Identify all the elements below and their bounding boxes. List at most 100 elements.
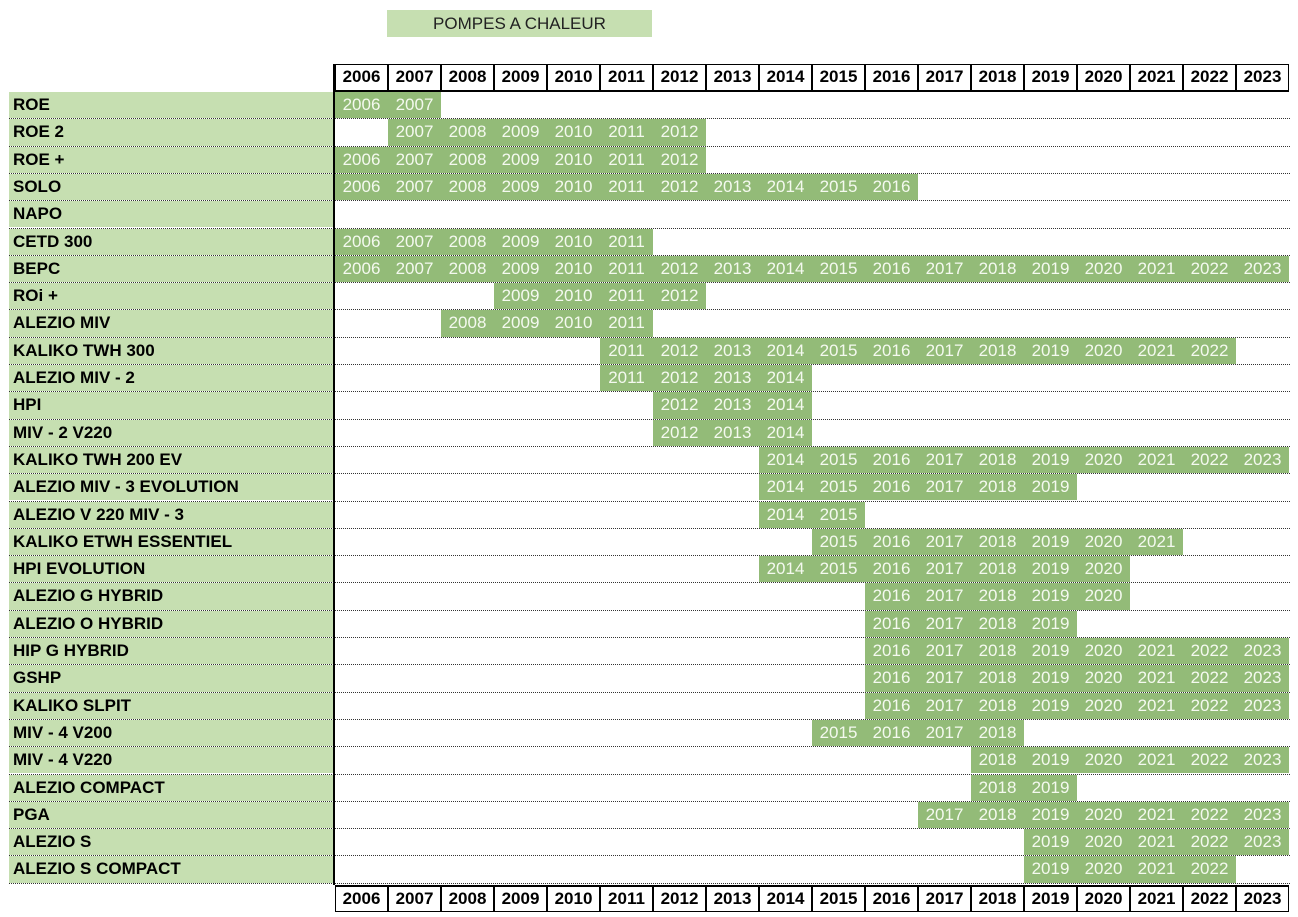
header-year-bottom: 2021: [1130, 884, 1183, 912]
year-cell: 2022: [1183, 801, 1236, 829]
year-cell: 2006: [335, 146, 388, 173]
year-cell: 2018: [971, 638, 1024, 665]
year-cell: 2019: [1024, 474, 1077, 501]
header-year-top: 2008: [441, 64, 494, 92]
header-year-bottom: 2019: [1024, 884, 1077, 912]
header-year-top: 2007: [388, 64, 441, 92]
row-divider: [9, 855, 1290, 857]
row-divider: [9, 828, 1290, 830]
year-cell: 2008: [441, 173, 494, 201]
year-cell: 2011: [600, 365, 653, 392]
year-cell: 2016: [865, 610, 918, 637]
header-year-top: 2023: [1236, 64, 1289, 92]
year-cell: 2014: [759, 419, 812, 446]
year-cell: 2009: [494, 310, 547, 337]
year-cell: 2014: [759, 392, 812, 419]
row-label: MIV - 4 V220: [9, 747, 334, 774]
header-year-bottom: 2014: [759, 884, 812, 912]
year-cell: 2020: [1077, 337, 1130, 364]
row-divider: [9, 172, 1290, 174]
year-cell: 2023: [1236, 747, 1289, 774]
year-cell: 2010: [547, 146, 600, 173]
year-cell: 2013: [706, 337, 759, 364]
year-cell: 2010: [547, 283, 600, 310]
year-cell: 2018: [971, 474, 1024, 501]
header-year-top: 2009: [494, 64, 547, 92]
year-cell: 2021: [1130, 255, 1183, 283]
row-label: HPI: [9, 392, 334, 419]
year-cell: 2010: [547, 255, 600, 283]
page-title: POMPES A CHALEUR: [387, 10, 652, 37]
year-cell: 2013: [706, 419, 759, 446]
row-divider: [9, 282, 1290, 284]
year-cell: 2019: [1024, 583, 1077, 610]
year-cell: 2017: [918, 665, 971, 692]
year-cell: 2017: [918, 610, 971, 637]
year-cell: 2014: [759, 501, 812, 528]
year-cell: 2016: [865, 556, 918, 583]
year-cell: 2009: [494, 119, 547, 146]
year-cell: 2017: [918, 719, 971, 747]
year-cell: 2012: [653, 255, 706, 283]
year-cell: 2022: [1183, 255, 1236, 283]
year-cell: 2009: [494, 228, 547, 255]
year-cell: 2021: [1130, 829, 1183, 856]
year-cell: 2020: [1077, 692, 1130, 719]
year-cell: 2020: [1077, 446, 1130, 474]
year-cell: 2008: [441, 146, 494, 173]
header-year-top: 2015: [812, 64, 865, 92]
year-cell: 2018: [971, 774, 1024, 801]
row-label: ROE +: [9, 146, 334, 173]
year-cell: 2023: [1236, 446, 1289, 474]
year-cell: 2018: [971, 255, 1024, 283]
year-cell: 2023: [1236, 801, 1289, 829]
year-cell: 2021: [1130, 446, 1183, 474]
row-divider: [9, 254, 1290, 256]
year-cell: 2020: [1077, 556, 1130, 583]
header-year-bottom: 2006: [335, 884, 388, 912]
year-cell: 2020: [1077, 255, 1130, 283]
year-cell: 2006: [335, 92, 388, 119]
year-cell: 2017: [918, 692, 971, 719]
year-cell: 2010: [547, 119, 600, 146]
row-label: KALIKO TWH 300: [9, 337, 334, 364]
year-cell: 2010: [547, 173, 600, 201]
year-cell: 2015: [812, 528, 865, 556]
year-cell: 2011: [600, 337, 653, 364]
year-cell: 2023: [1236, 692, 1289, 719]
year-cell: 2019: [1024, 829, 1077, 856]
year-cell: 2023: [1236, 638, 1289, 665]
year-cell: 2017: [918, 556, 971, 583]
year-cell: 2019: [1024, 528, 1077, 556]
header-year-bottom: 2018: [971, 884, 1024, 912]
year-cell: 2011: [600, 146, 653, 173]
year-cell: 2023: [1236, 665, 1289, 692]
header-year-bottom: 2011: [600, 884, 653, 912]
row-divider: [9, 473, 1290, 475]
row-divider: [9, 227, 1290, 229]
year-cell: 2007: [388, 228, 441, 255]
year-cell: 2012: [653, 392, 706, 419]
year-cell: 2016: [865, 665, 918, 692]
year-cell: 2014: [759, 556, 812, 583]
year-cell: 2019: [1024, 856, 1077, 883]
header-year-top: 2018: [971, 64, 1024, 92]
year-cell: 2011: [600, 173, 653, 201]
header-year-bottom: 2012: [653, 884, 706, 912]
year-cell: 2020: [1077, 665, 1130, 692]
row-divider: [9, 145, 1290, 147]
year-cell: 2012: [653, 119, 706, 146]
year-cell: 2006: [335, 228, 388, 255]
row-divider: [9, 309, 1290, 311]
year-cell: 2018: [971, 556, 1024, 583]
label-column-border: [333, 64, 335, 885]
year-cell: 2015: [812, 255, 865, 283]
year-cell: 2022: [1183, 692, 1236, 719]
header-year-bottom: 2017: [918, 884, 971, 912]
year-cell: 2018: [971, 337, 1024, 364]
row-label: ALEZIO COMPACT: [9, 774, 334, 801]
year-cell: 2011: [600, 228, 653, 255]
row-divider: [9, 609, 1290, 611]
header-year-bottom: 2016: [865, 884, 918, 912]
year-cell: 2019: [1024, 801, 1077, 829]
